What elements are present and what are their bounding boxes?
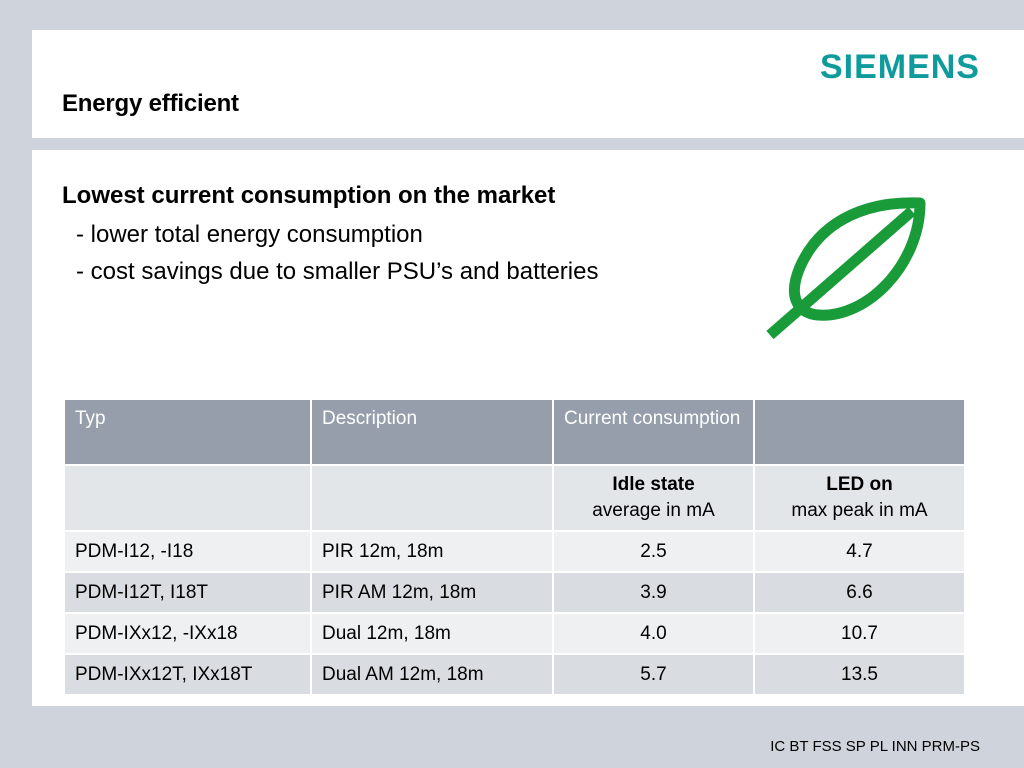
idle-state-label: Idle state [612, 474, 695, 495]
table-row: PDM-IXx12, -IXx18 Dual 12m, 18m 4.0 10.7 [63, 612, 966, 655]
idle-state-unit: average in mA [592, 500, 715, 521]
subheader-idle-cell: Idle state average in mA [552, 464, 755, 532]
cell-description: PIR 12m, 18m [310, 530, 554, 573]
bullet-list: - lower total energy consumption - cost … [76, 220, 598, 294]
cell-typ: PDM-I12, -I18 [63, 530, 312, 573]
cell-description: Dual 12m, 18m [310, 612, 554, 655]
leaf-icon [766, 197, 926, 340]
cell-idle: 5.7 [552, 653, 755, 696]
cell-idle: 2.5 [552, 530, 755, 573]
footer-text: IC BT FSS SP PL INN PRM-PS [770, 738, 980, 755]
column-header-description: Description [310, 398, 554, 466]
cell-description: Dual AM 12m, 18m [310, 653, 554, 696]
bullet-item: - cost savings due to smaller PSU’s and … [76, 258, 599, 285]
cell-led: 4.7 [753, 530, 966, 573]
table-row: PDM-IXx12T, IXx18T Dual AM 12m, 18m 5.7 … [63, 653, 966, 696]
cell-description: PIR AM 12m, 18m [310, 571, 554, 614]
subheader-cell [63, 464, 312, 532]
cell-idle: 3.9 [552, 571, 755, 614]
header-panel: Energy efficient SIEMENS [32, 30, 1024, 138]
table-row: PDM-I12, -I18 PIR 12m, 18m 2.5 4.7 [63, 530, 966, 573]
siemens-logo: SIEMENS [819, 48, 980, 86]
content-panel: Lowest current consumption on the market… [32, 150, 1024, 706]
cell-led: 10.7 [753, 612, 966, 655]
content-heading: Lowest current consumption on the market [62, 182, 556, 209]
cell-led: 6.6 [753, 571, 966, 614]
cell-typ: PDM-I12T, I18T [63, 571, 312, 614]
cell-typ: PDM-IXx12T, IXx18T [63, 653, 312, 696]
cell-led: 13.5 [753, 653, 966, 696]
column-header-current: Current consumption [552, 398, 755, 466]
led-on-unit: max peak in mA [791, 500, 928, 521]
table-subheader-row: Idle state average in mA LED on max peak… [63, 464, 966, 532]
column-header-typ: Typ [63, 398, 312, 466]
slide-title: Energy efficient [62, 90, 239, 117]
led-on-label: LED on [826, 474, 893, 495]
bullet-item: - lower total energy consumption [76, 221, 423, 248]
table-header-row: Typ Description Current consumption [63, 398, 966, 466]
cell-typ: PDM-IXx12, -IXx18 [63, 612, 312, 655]
table-row: PDM-I12T, I18T PIR AM 12m, 18m 3.9 6.6 [63, 571, 966, 614]
column-header-empty [753, 398, 966, 466]
cell-idle: 4.0 [552, 612, 755, 655]
subheader-led-cell: LED on max peak in mA [753, 464, 966, 532]
consumption-table: Typ Description Current consumption Idle… [63, 398, 966, 696]
subheader-cell [310, 464, 554, 532]
